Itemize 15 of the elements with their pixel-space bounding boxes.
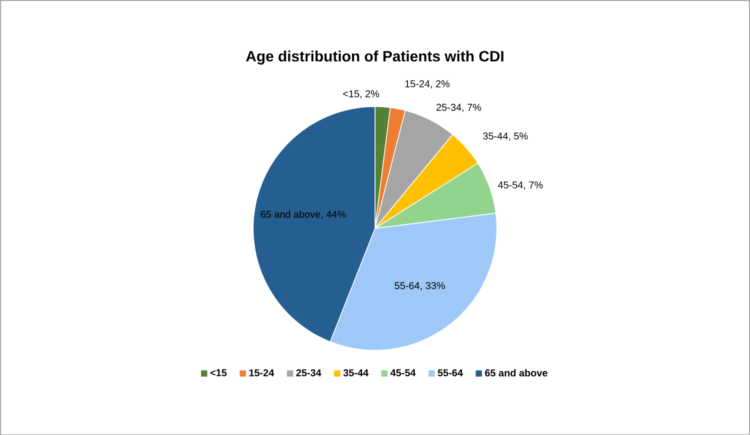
data-label: <15, 2% — [343, 90, 380, 98]
legend-label: 65 and above — [485, 368, 548, 376]
data-label: 15-24, 2% — [405, 80, 450, 88]
data-label: 65 and above, 44% — [260, 210, 346, 219]
legend-label: 35-44 — [343, 369, 368, 376]
data-label: 25-34, 7% — [436, 104, 482, 112]
legend-label: <15 — [210, 369, 227, 376]
data-label: 45-54, 7% — [498, 181, 543, 190]
chart-title: Age distribution of Patients with CDI — [246, 50, 504, 64]
legend-label: 55-64 — [438, 369, 463, 376]
legend-label: 45-54 — [390, 369, 416, 376]
data-label: 55-64, 33% — [394, 282, 445, 290]
data-label: 35-44, 5% — [483, 132, 528, 140]
legend-label: 25-34 — [296, 369, 322, 376]
legend-label: 15-24 — [249, 369, 274, 376]
